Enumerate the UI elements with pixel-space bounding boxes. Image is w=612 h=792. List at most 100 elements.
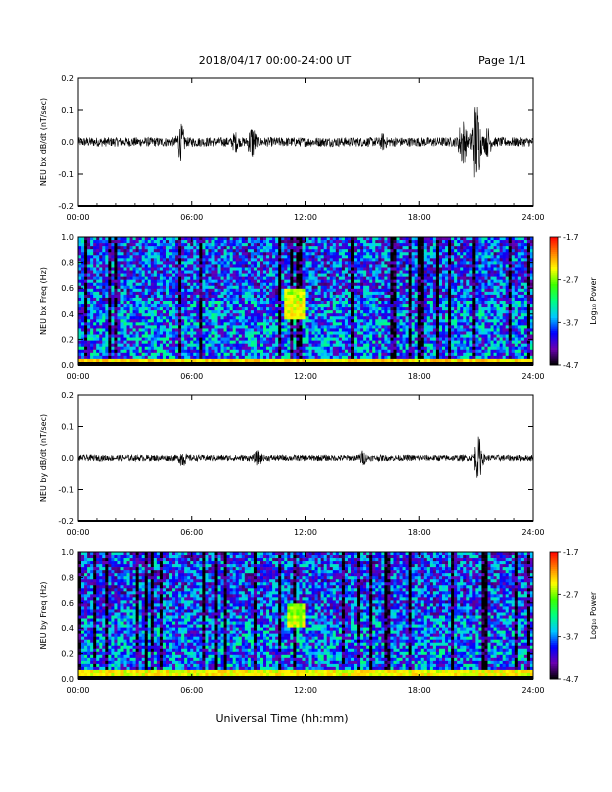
heatmap-cell (417, 325, 422, 329)
heatmap-cell (99, 328, 103, 332)
heatmap-cell (99, 246, 103, 250)
heatmap-cell (390, 246, 394, 250)
heatmap-cell (87, 258, 91, 262)
heatmap-cell (217, 343, 221, 348)
heatmap-cell (84, 279, 88, 284)
heatmap-cell (381, 291, 385, 296)
heatmap-cell (390, 294, 394, 299)
heatmap-cell (308, 322, 312, 326)
heatmap-cell (159, 291, 164, 296)
heatmap-cell (256, 252, 261, 256)
heatmap-cell (111, 313, 115, 317)
heatmap-cell (384, 325, 388, 329)
heatmap-cell (372, 328, 376, 332)
heatmap-cell (384, 261, 388, 265)
heatmap-cell (102, 252, 106, 256)
heatmap-cell (293, 258, 297, 262)
heatmap-cell (223, 316, 227, 320)
heatmap-cell (420, 313, 425, 317)
heatmap-cell (384, 285, 388, 290)
heatmap-cell (223, 313, 227, 317)
heatmap-cell (238, 355, 243, 360)
heatmap-cell (272, 237, 276, 241)
heatmap-cell (393, 328, 397, 332)
heatmap-cell (302, 352, 306, 357)
heatmap-cell (317, 243, 321, 247)
heatmap-cell (308, 358, 312, 363)
heatmap-cell (381, 237, 385, 241)
heatmap-cell (208, 264, 212, 268)
heatmap-cell (162, 258, 167, 262)
heatmap-cell (402, 285, 406, 290)
heatmap-cell (175, 282, 179, 287)
heatmap-cell (165, 291, 170, 296)
heatmap-cell (250, 273, 255, 277)
heatmap-cell (420, 301, 425, 305)
heatmap-cell (238, 276, 243, 280)
heatmap-cell (366, 261, 370, 265)
heatmap-cell (387, 297, 391, 302)
heatmap-cell (293, 252, 297, 256)
heatmap-cell (156, 252, 161, 256)
heatmap-cell (296, 331, 300, 335)
heatmap-cell (369, 331, 373, 335)
heatmap-cell (357, 322, 361, 326)
heatmap-cell (299, 325, 303, 329)
heatmap-cell (363, 294, 367, 299)
heatmap-cell (199, 249, 203, 253)
heatmap-cell (135, 243, 139, 247)
heatmap-cell (426, 328, 431, 332)
heatmap-cell (102, 322, 106, 326)
heatmap-cell (302, 258, 306, 262)
heatmap-cell (111, 349, 115, 354)
heatmap-cell (235, 328, 240, 332)
heatmap-cell (108, 340, 112, 344)
heatmap-cell (78, 301, 82, 305)
heatmap-cell (354, 279, 358, 284)
heatmap-cell (338, 246, 343, 250)
heatmap-cell (129, 340, 133, 344)
heatmap-cell (341, 337, 346, 341)
heatmap-cell (311, 316, 315, 320)
heatmap-cell (247, 346, 252, 351)
heatmap-cell (369, 282, 373, 287)
heatmap-cell (381, 252, 385, 256)
heatmap-cell (429, 276, 434, 280)
heatmap-cell (338, 316, 343, 320)
heatmap-cell (272, 325, 276, 329)
heatmap-cell (90, 319, 94, 323)
heatmap-cell (405, 237, 409, 241)
heatmap-cell (159, 358, 164, 363)
heatmap-cell (378, 252, 382, 256)
heatmap-cell (208, 352, 212, 357)
heatmap-cell (408, 313, 412, 317)
heatmap-cell (399, 325, 403, 329)
heatmap-cell (108, 331, 112, 335)
heatmap-cell (226, 252, 230, 256)
heatmap-cell (269, 313, 273, 317)
heatmap-cell (172, 264, 176, 268)
heatmap-cell (354, 325, 358, 329)
heatmap-cell (256, 237, 261, 241)
heatmap-cell (390, 325, 394, 329)
heatmap-cell (275, 249, 279, 253)
heatmap-cell (357, 334, 361, 338)
heatmap-cell (211, 325, 215, 329)
heatmap-cell (223, 258, 227, 262)
heatmap-cell (247, 273, 252, 277)
heatmap-cell (281, 331, 285, 335)
heatmap-cell (129, 243, 133, 247)
heatmap-cell (260, 270, 264, 274)
heatmap-cell (263, 291, 267, 296)
heatmap-cell (96, 267, 100, 271)
heatmap-cell (335, 340, 340, 344)
heatmap-cell (305, 325, 309, 329)
heatmap-cell (102, 346, 106, 351)
heatmap-cell (187, 255, 191, 259)
heatmap-cell (266, 319, 270, 323)
heatmap-cell (399, 264, 403, 268)
heatmap-cell (381, 346, 385, 351)
heatmap-cell (229, 291, 233, 296)
heatmap-cell (111, 307, 115, 311)
heatmap-cell (278, 264, 282, 268)
